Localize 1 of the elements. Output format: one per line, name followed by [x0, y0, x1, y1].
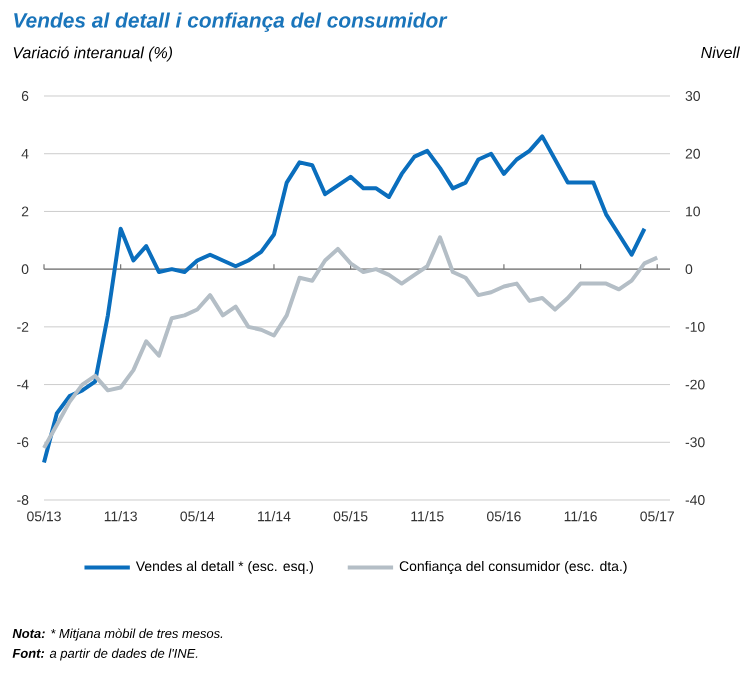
chart-title: Vendes al detall i confiança del consumidor — [14, 12, 448, 32]
